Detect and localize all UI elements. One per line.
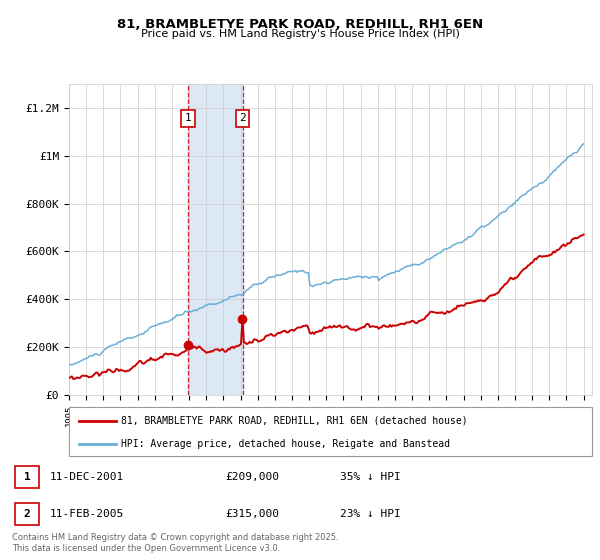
Text: 1: 1: [185, 113, 191, 123]
Text: 11-DEC-2001: 11-DEC-2001: [49, 472, 124, 482]
Text: 23% ↓ HPI: 23% ↓ HPI: [340, 509, 401, 519]
Bar: [188, 84, 242, 395]
Text: 81, BRAMBLETYE PARK ROAD, REDHILL, RH1 6EN (detached house): 81, BRAMBLETYE PARK ROAD, REDHILL, RH1 6…: [121, 416, 468, 426]
Text: 81, BRAMBLETYE PARK ROAD, REDHILL, RH1 6EN: 81, BRAMBLETYE PARK ROAD, REDHILL, RH1 6…: [117, 18, 483, 31]
Text: 2: 2: [239, 113, 246, 123]
FancyBboxPatch shape: [69, 407, 592, 456]
Text: £209,000: £209,000: [225, 472, 279, 482]
Text: Contains HM Land Registry data © Crown copyright and database right 2025.
This d: Contains HM Land Registry data © Crown c…: [12, 533, 338, 553]
FancyBboxPatch shape: [15, 503, 39, 525]
Text: £315,000: £315,000: [225, 509, 279, 519]
Text: 1: 1: [23, 472, 31, 482]
Text: HPI: Average price, detached house, Reigate and Banstead: HPI: Average price, detached house, Reig…: [121, 439, 451, 449]
Text: 11-FEB-2005: 11-FEB-2005: [49, 509, 124, 519]
Text: 35% ↓ HPI: 35% ↓ HPI: [340, 472, 401, 482]
Text: 2: 2: [23, 509, 31, 519]
FancyBboxPatch shape: [15, 465, 39, 488]
Text: Price paid vs. HM Land Registry's House Price Index (HPI): Price paid vs. HM Land Registry's House …: [140, 29, 460, 39]
